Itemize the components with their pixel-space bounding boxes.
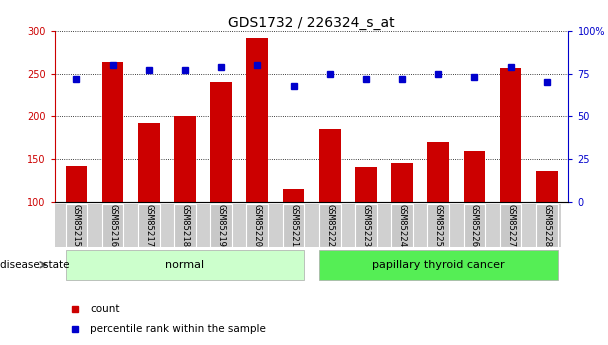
Bar [355, 204, 377, 247]
Bar [427, 204, 449, 247]
Bar [463, 204, 485, 247]
Text: papillary thyroid cancer: papillary thyroid cancer [372, 260, 505, 270]
Bar [102, 62, 123, 202]
Bar [210, 82, 232, 202]
Bar [536, 204, 558, 247]
Bar [283, 204, 305, 247]
Bar [210, 204, 232, 247]
Bar [463, 151, 485, 202]
Text: GSM85215: GSM85215 [72, 204, 81, 247]
Bar [500, 68, 522, 202]
Bar [391, 164, 413, 202]
Bar [427, 142, 449, 202]
Bar [102, 204, 123, 247]
Bar [66, 250, 305, 279]
Bar [391, 204, 413, 247]
Bar [66, 204, 88, 247]
Text: GSM85219: GSM85219 [216, 204, 226, 247]
Bar [355, 167, 377, 202]
Text: GSM85225: GSM85225 [434, 204, 443, 247]
Text: disease state: disease state [0, 260, 69, 270]
Title: GDS1732 / 226324_s_at: GDS1732 / 226324_s_at [228, 16, 395, 30]
Text: GSM85216: GSM85216 [108, 204, 117, 247]
Bar [319, 204, 340, 247]
Bar [138, 204, 160, 247]
Bar [174, 204, 196, 247]
Bar [246, 38, 268, 202]
Text: GSM85218: GSM85218 [181, 204, 190, 247]
Text: GSM85222: GSM85222 [325, 204, 334, 247]
Text: GSM85221: GSM85221 [289, 204, 298, 247]
Text: GSM85227: GSM85227 [506, 204, 515, 247]
Text: GSM85223: GSM85223 [361, 204, 370, 247]
Bar [66, 166, 88, 202]
Bar [536, 171, 558, 202]
Text: count: count [91, 304, 120, 314]
Text: GSM85217: GSM85217 [144, 204, 153, 247]
Bar [319, 250, 558, 279]
Text: GSM85228: GSM85228 [542, 204, 551, 247]
Text: GSM85226: GSM85226 [470, 204, 479, 247]
Bar [319, 129, 340, 202]
Bar [174, 117, 196, 202]
Text: GSM85224: GSM85224 [398, 204, 407, 247]
Text: percentile rank within the sample: percentile rank within the sample [91, 324, 266, 334]
Text: GSM85220: GSM85220 [253, 204, 262, 247]
Bar [283, 189, 305, 202]
Bar [138, 123, 160, 202]
Bar [500, 204, 522, 247]
Bar [246, 204, 268, 247]
Text: normal: normal [165, 260, 204, 270]
